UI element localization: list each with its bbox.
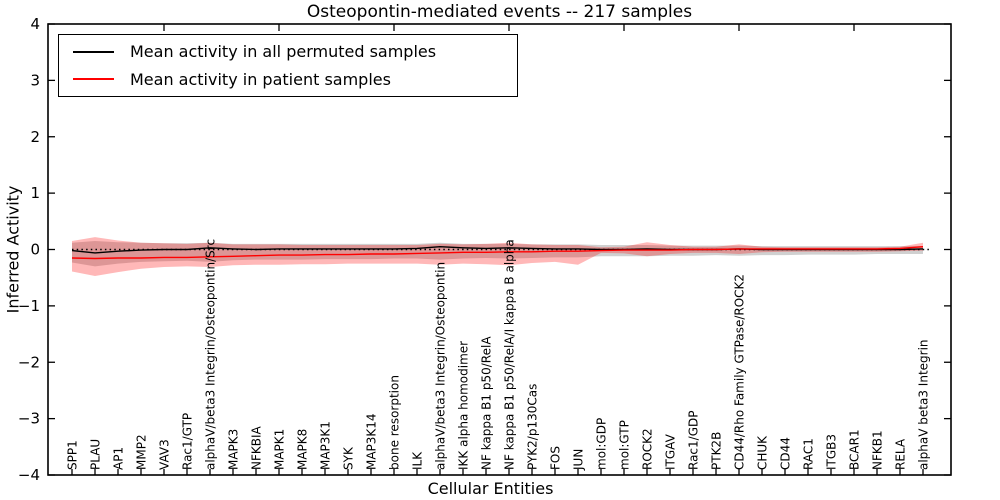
permuted-line-swatch-icon (73, 50, 114, 53)
svg-text:JUN: JUN (572, 449, 586, 471)
legend-item-patient: Mean activity in patient samples (59, 66, 517, 92)
svg-text:RAC1: RAC1 (802, 438, 816, 470)
svg-text:alphaV/beta3 Integrin/Osteopon: alphaV/beta3 Integrin/Osteopontin/Src (204, 239, 218, 470)
chart-title: Osteopontin-mediated events -- 217 sampl… (306, 2, 693, 22)
svg-text:MAP3K14: MAP3K14 (365, 413, 379, 470)
svg-text:PTK2B: PTK2B (710, 432, 724, 470)
svg-text:NFKBIA: NFKBIA (250, 425, 264, 470)
svg-text:AP1: AP1 (112, 447, 126, 470)
y-axis-label: Inferred Activity (3, 185, 23, 314)
svg-text:mol:GDP: mol:GDP (595, 418, 609, 470)
svg-text:NF kappa B1 p50/RelA: NF kappa B1 p50/RelA (480, 336, 494, 470)
svg-text:4: 4 (30, 15, 40, 33)
svg-text:CHUK: CHUK (756, 435, 770, 470)
svg-text:Rac1/GTP: Rac1/GTP (181, 413, 195, 470)
svg-text:−2: −2 (18, 353, 40, 371)
svg-text:MAPK1: MAPK1 (273, 429, 287, 470)
svg-text:2: 2 (30, 128, 40, 146)
svg-text:−1: −1 (18, 297, 40, 315)
svg-text:PLAU: PLAU (89, 439, 103, 470)
svg-text:CD44: CD44 (779, 437, 793, 470)
svg-text:SPP1: SPP1 (66, 440, 80, 470)
svg-text:mol:GTP: mol:GTP (618, 420, 632, 470)
svg-text:0: 0 (30, 241, 40, 259)
svg-text:FOS: FOS (549, 446, 563, 470)
svg-text:1: 1 (30, 184, 40, 202)
svg-text:NFKB1: NFKB1 (871, 430, 885, 470)
svg-text:ROCK2: ROCK2 (641, 428, 655, 470)
svg-text:alphaV/beta3 Integrin/Osteopon: alphaV/beta3 Integrin/Osteopontin (434, 262, 448, 470)
patient-line-swatch-icon (73, 78, 114, 81)
svg-text:VAV3: VAV3 (158, 439, 172, 470)
legend: Mean activity in all permuted samples Me… (58, 34, 518, 97)
svg-text:alphaV beta3 Integrin: alphaV beta3 Integrin (917, 339, 931, 470)
svg-text:bone resorption: bone resorption (388, 375, 402, 470)
svg-text:MAPK3: MAPK3 (227, 429, 241, 470)
svg-text:IKK alpha homodimer: IKK alpha homodimer (457, 341, 471, 470)
x-axis-label: Cellular Entities (427, 479, 554, 498)
svg-text:NF kappa B1 p50/RelA/I kappa B: NF kappa B1 p50/RelA/I kappa B alpha (503, 239, 517, 470)
svg-text:ITGB3: ITGB3 (825, 434, 839, 470)
svg-text:RELA: RELA (894, 438, 908, 470)
svg-text:−3: −3 (18, 410, 40, 428)
svg-text:CD44/Rho Family GTPase/ROCK2: CD44/Rho Family GTPase/ROCK2 (733, 274, 747, 470)
svg-text:BCAR1: BCAR1 (848, 429, 862, 470)
svg-text:MAP3K1: MAP3K1 (319, 421, 333, 470)
svg-text:Rac1/GDP: Rac1/GDP (687, 411, 701, 470)
svg-text:MAPK8: MAPK8 (296, 429, 310, 470)
svg-text:−4: −4 (18, 466, 40, 484)
svg-text:3: 3 (30, 71, 40, 89)
legend-item-label: Mean activity in patient samples (130, 69, 391, 89)
legend-item-permuted: Mean activity in all permuted samples (59, 39, 517, 65)
svg-text:PYK2/p130Cas: PYK2/p130Cas (526, 384, 540, 470)
svg-text:SYK: SYK (342, 446, 356, 470)
svg-text:ILK: ILK (411, 451, 425, 470)
svg-text:ITGAV: ITGAV (664, 433, 678, 470)
svg-text:MMP2: MMP2 (135, 434, 149, 470)
legend-item-label: Mean activity in all permuted samples (130, 42, 437, 62)
